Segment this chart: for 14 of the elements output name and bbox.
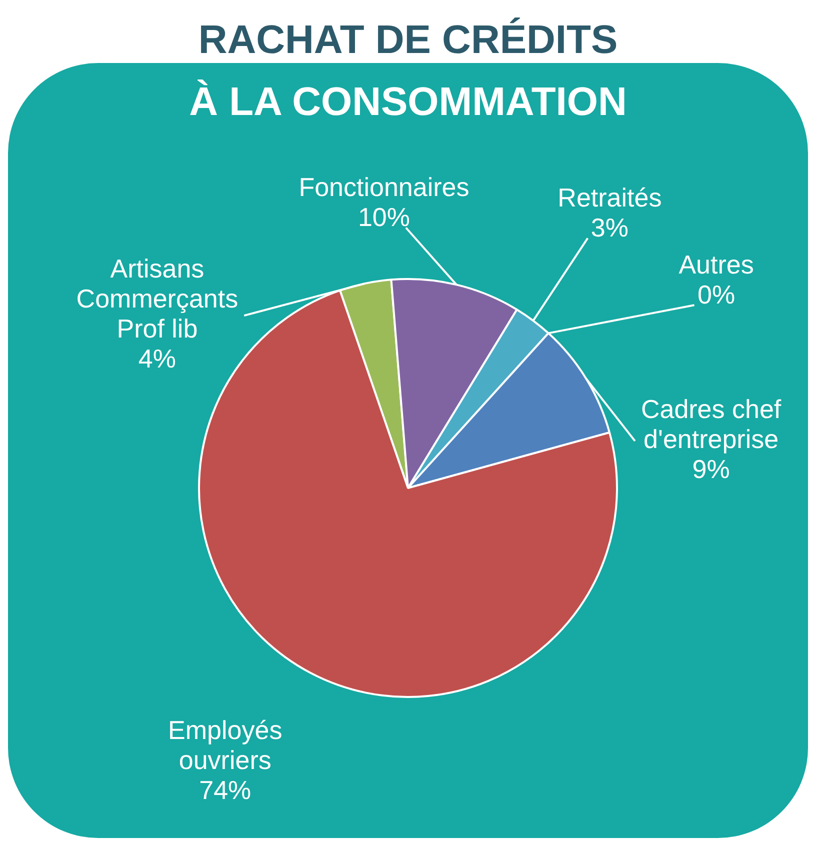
slice-label: Employés ouvriers	[168, 714, 282, 775]
data-label: 3%	[590, 212, 628, 242]
data-label: 74%	[199, 774, 252, 805]
data-label: 10%	[358, 202, 410, 232]
chart-title: RACHAT DE CRÉDITS	[197, 18, 619, 63]
data-label: 9%	[692, 454, 730, 484]
data-label: 4%	[138, 344, 176, 374]
slice-label: Cadres chef d'entreprise	[640, 394, 782, 454]
text: 0%	[697, 279, 736, 310]
slice-label: Retraités	[558, 182, 662, 212]
chart-subtitle: À LA CONSOMMATION	[188, 80, 628, 125]
slice-label: Artisans Commerçants Prof lib	[76, 254, 238, 344]
slice-label: Fonctionnaires	[298, 172, 470, 202]
category-label: Autres	[678, 249, 754, 280]
